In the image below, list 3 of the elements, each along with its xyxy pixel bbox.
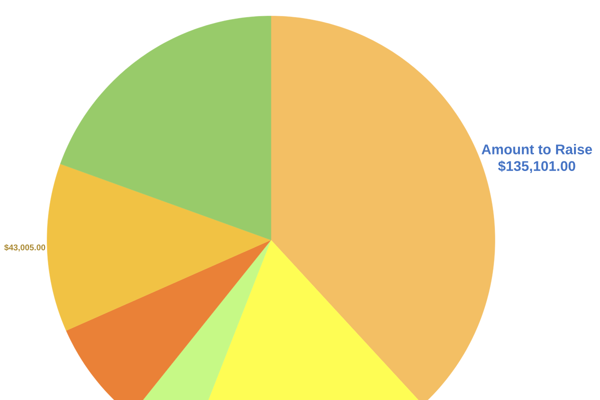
data-label: $135,101.00 — [498, 160, 576, 174]
slice-label: Amount to Raise — [482, 144, 592, 154]
data-label: $43,005.00 — [4, 244, 46, 252]
